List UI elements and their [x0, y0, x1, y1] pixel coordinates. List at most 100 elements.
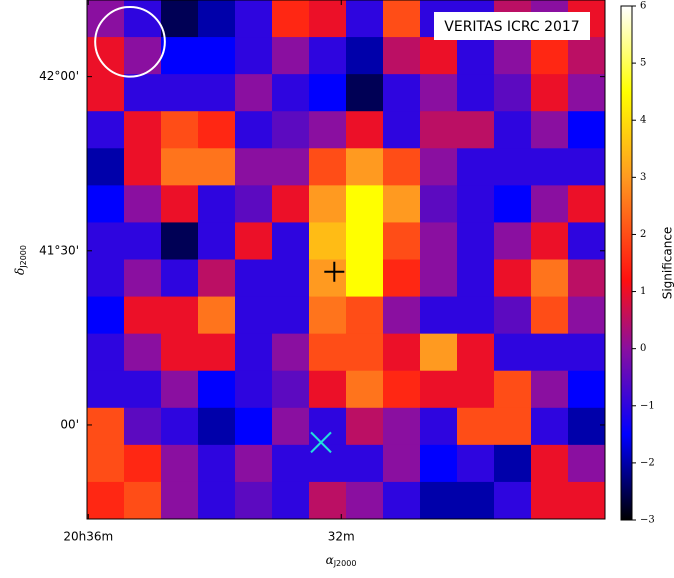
heatmap-cell: [383, 74, 421, 112]
heatmap-cell: [531, 260, 569, 298]
heatmap-cell: [531, 222, 569, 260]
heatmap-cell: [235, 445, 273, 483]
heatmap-cell: [309, 260, 347, 298]
y-label-subscript: J2000: [19, 245, 28, 269]
heatmap-cell: [198, 482, 236, 520]
heatmap-cell: [272, 222, 310, 260]
heatmap-cell: [161, 371, 199, 409]
heatmap-cell: [124, 445, 162, 483]
heatmap-cell: [531, 148, 569, 186]
heatmap-cell: [383, 37, 421, 75]
heatmap-cell: [568, 334, 606, 372]
heatmap-cell: [309, 74, 347, 112]
heatmap-cell: [235, 297, 273, 335]
heatmap-cell: [346, 111, 384, 149]
heatmap-cell: [457, 260, 495, 298]
heatmap-cell: [272, 297, 310, 335]
heatmap-cell: [531, 37, 569, 75]
heatmap-cell: [346, 260, 384, 298]
heatmap-cell: [383, 445, 421, 483]
heatmap-cell: [309, 334, 347, 372]
heatmap-cell: [235, 37, 273, 75]
heatmap-cell: [87, 297, 125, 335]
heatmap-cell: [161, 445, 199, 483]
heatmap-cell: [457, 222, 495, 260]
heatmap-cell: [161, 222, 199, 260]
heatmap-cell: [531, 74, 569, 112]
heatmap-cell: [87, 222, 125, 260]
heatmap-cell: [198, 111, 236, 149]
heatmap-cell: [309, 371, 347, 409]
heatmap-cell: [161, 482, 199, 520]
heatmap-cell: [161, 408, 199, 446]
heatmap-cell: [457, 185, 495, 223]
colorbar-tick-label: 3: [640, 172, 646, 183]
heatmap-cell: [346, 297, 384, 335]
heatmap-cell: [568, 445, 606, 483]
y-label-symbol: δ: [13, 268, 27, 275]
heatmap-cell: [346, 445, 384, 483]
heatmap-cell: [457, 148, 495, 186]
heatmap-cell: [420, 185, 458, 223]
heatmap-cell: [494, 111, 532, 149]
heatmap-cell: [346, 222, 384, 260]
heatmap-cell: [383, 408, 421, 446]
heatmap-cell: [309, 185, 347, 223]
colorbar-tick-label: 4: [640, 115, 646, 126]
heatmap-cell: [383, 148, 421, 186]
heatmap: [87, 0, 606, 520]
heatmap-cell: [309, 482, 347, 520]
heatmap-cell: [198, 297, 236, 335]
heatmap-cell: [568, 408, 606, 446]
heatmap-cell: [568, 185, 606, 223]
heatmap-cell: [87, 408, 125, 446]
heatmap-cell: [124, 37, 162, 75]
heatmap-cell: [235, 408, 273, 446]
y-tick-label: 42°00': [39, 69, 79, 83]
heatmap-cell: [383, 0, 421, 38]
heatmap-cell: [161, 260, 199, 298]
heatmap-cell: [494, 371, 532, 409]
heatmap-cell: [383, 334, 421, 372]
heatmap-cell: [161, 111, 199, 149]
heatmap-cell: [235, 222, 273, 260]
heatmap-cell: [494, 37, 532, 75]
heatmap-cell: [198, 74, 236, 112]
heatmap-cell: [161, 185, 199, 223]
heatmap-cell: [235, 482, 273, 520]
heatmap-cell: [235, 260, 273, 298]
heatmap-cell: [198, 0, 236, 38]
heatmap-cell: [457, 445, 495, 483]
heatmap-cell: [161, 0, 199, 38]
heatmap-cell: [272, 445, 310, 483]
heatmap-cell: [272, 408, 310, 446]
heatmap-cell: [420, 297, 458, 335]
heatmap-cell: [124, 260, 162, 298]
colorbar-label: Significance: [661, 227, 674, 300]
x-tick-label: 32m: [328, 530, 355, 544]
heatmap-cell: [346, 74, 384, 112]
heatmap-cell: [346, 482, 384, 520]
heatmap-cell: [346, 37, 384, 75]
heatmap-cell: [161, 74, 199, 112]
heatmap-cell: [272, 148, 310, 186]
heatmap-cell: [346, 0, 384, 38]
heatmap-cell: [494, 260, 532, 298]
heatmap-cell: [568, 74, 606, 112]
heatmap-cell: [420, 482, 458, 520]
x-tick-label: 20h36m: [63, 530, 113, 544]
colorbar-tick-label: 2: [640, 229, 646, 240]
heatmap-cell: [531, 334, 569, 372]
heatmap-cell: [531, 111, 569, 149]
heatmap-cell: [87, 111, 125, 149]
colorbar-tick-label: −1: [640, 400, 655, 411]
heatmap-cell: [420, 74, 458, 112]
heatmap-cell: [161, 297, 199, 335]
heatmap-cell: [457, 408, 495, 446]
heatmap-cell: [124, 148, 162, 186]
heatmap-cell: [494, 148, 532, 186]
y-axis-label: δJ2000: [13, 245, 28, 275]
colorbar: [621, 6, 632, 520]
heatmap-cell: [124, 334, 162, 372]
heatmap-cell: [198, 371, 236, 409]
